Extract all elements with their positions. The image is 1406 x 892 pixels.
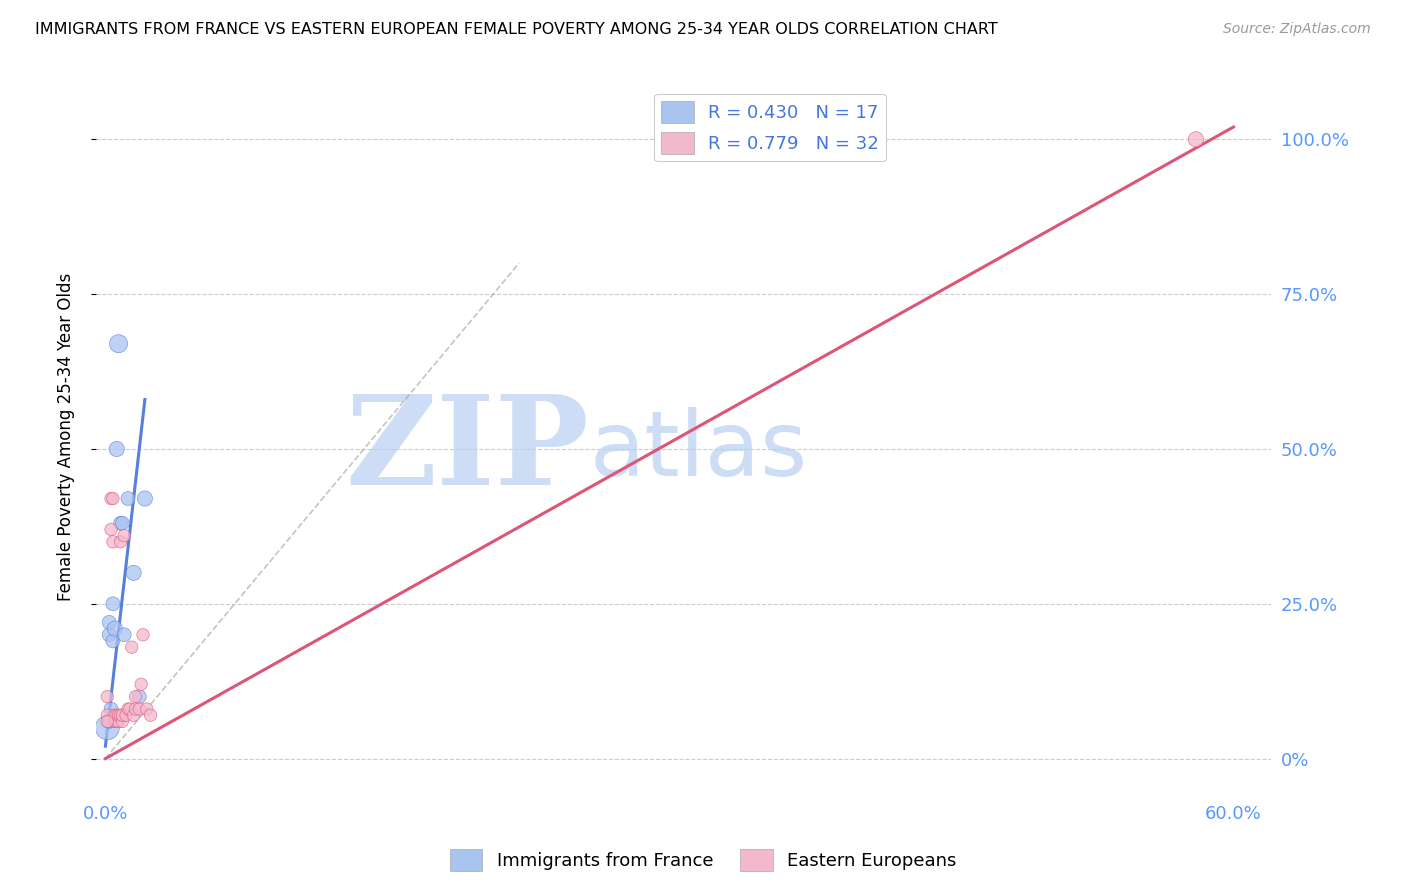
Text: ZIP: ZIP: [346, 391, 589, 511]
Point: [104, 708, 127, 723]
Point: [107, 336, 129, 351]
Point: [124, 702, 146, 716]
Point: [1185, 132, 1208, 146]
Point: [101, 491, 124, 506]
Point: [139, 708, 162, 723]
Point: [107, 708, 129, 723]
Legend: R = 0.430   N = 17, R = 0.779   N = 32: R = 0.430 N = 17, R = 0.779 N = 32: [654, 94, 886, 161]
Point: [105, 708, 128, 723]
Legend: Immigrants from France, Eastern Europeans: Immigrants from France, Eastern European…: [443, 842, 963, 879]
Point: [107, 714, 129, 729]
Point: [101, 634, 124, 648]
Text: atlas: atlas: [589, 407, 807, 495]
Point: [111, 516, 134, 531]
Point: [121, 640, 143, 654]
Text: IMMIGRANTS FROM FRANCE VS EASTERN EUROPEAN FEMALE POVERTY AMONG 25-34 YEAR OLDS : IMMIGRANTS FROM FRANCE VS EASTERN EUROPE…: [35, 22, 998, 37]
Point: [115, 708, 138, 723]
Point: [98, 628, 121, 642]
Point: [111, 708, 134, 723]
Point: [117, 491, 139, 506]
Point: [100, 702, 122, 716]
Point: [100, 523, 122, 537]
Point: [100, 491, 122, 506]
Point: [96, 721, 118, 735]
Point: [118, 702, 141, 716]
Point: [110, 516, 132, 531]
Point: [104, 622, 127, 636]
Point: [128, 690, 150, 704]
Point: [104, 714, 127, 729]
Text: Source: ZipAtlas.com: Source: ZipAtlas.com: [1223, 22, 1371, 37]
Point: [135, 702, 157, 716]
Point: [112, 628, 135, 642]
Point: [110, 708, 132, 723]
Point: [124, 690, 146, 704]
Point: [105, 714, 128, 729]
Point: [134, 491, 156, 506]
Point: [128, 702, 150, 716]
Point: [122, 708, 145, 723]
Point: [111, 714, 134, 729]
Point: [98, 714, 121, 729]
Point: [117, 702, 139, 716]
Point: [98, 615, 121, 630]
Point: [110, 534, 132, 549]
Point: [96, 708, 118, 723]
Point: [129, 677, 152, 691]
Point: [101, 597, 124, 611]
Point: [112, 529, 135, 543]
Y-axis label: Female Poverty Among 25-34 Year Olds: Female Poverty Among 25-34 Year Olds: [58, 272, 75, 600]
Point: [122, 566, 145, 580]
Point: [132, 628, 155, 642]
Point: [96, 690, 118, 704]
Point: [101, 534, 124, 549]
Point: [96, 714, 118, 729]
Point: [98, 714, 121, 729]
Point: [105, 442, 128, 456]
